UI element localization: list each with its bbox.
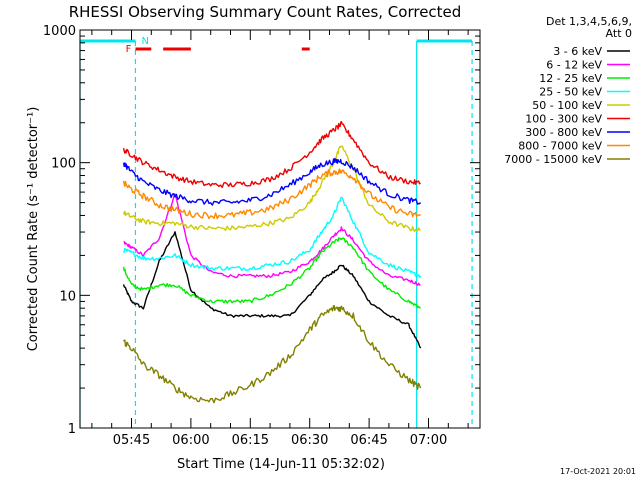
series-line — [122, 196, 422, 279]
x-axis-label: Start Time (14-Jun-11 05:32:02) — [177, 457, 385, 472]
legend-label: 25 - 50 keV — [539, 86, 602, 99]
detector-info-line-2: Att 0 — [606, 27, 632, 40]
y-tick-label: 1 — [68, 422, 76, 437]
legend-label: 7000 - 15000 keV — [504, 153, 602, 166]
detector-info-line-1: Det 1,3,4,5,6,9, — [546, 15, 632, 28]
legend-label: 50 - 100 keV — [532, 99, 602, 112]
axes: 1 10 100 1000 05:45 06:00 06:15 06:30 06:45 07:00 — [43, 24, 481, 448]
legend-label: 100 - 300 keV — [525, 113, 602, 126]
legend-label: 800 - 7000 keV — [518, 140, 602, 153]
flare-flag-label: F — [126, 44, 132, 55]
series-line — [122, 231, 422, 349]
legend-label: 3 - 6 keV — [553, 45, 602, 58]
series-line — [122, 145, 421, 232]
legend-label: 6 - 12 keV — [546, 59, 602, 72]
chart-title: RHESSI Observing Summary Count Rates, Co… — [69, 3, 462, 21]
series-line — [122, 120, 421, 189]
x-tick-label: 06:30 — [291, 433, 328, 448]
y-tick-label: 10 — [59, 289, 76, 304]
series-line — [122, 304, 422, 404]
series-line — [122, 157, 422, 206]
legend-label: 300 - 800 keV — [525, 126, 602, 139]
x-tick-label: 06:15 — [232, 433, 269, 448]
series-line — [122, 168, 422, 220]
x-tick-label: 06:45 — [350, 433, 387, 448]
x-tick-label: 05:45 — [113, 433, 150, 448]
x-tick-label: 06:00 — [172, 433, 209, 448]
series-line — [123, 193, 421, 286]
y-tick-label: 100 — [51, 157, 76, 172]
series-line — [122, 237, 421, 309]
night-flag-label: N — [141, 36, 148, 47]
y-axis-label: Corrected Count Rate (s⁻¹ detector⁻¹) — [26, 107, 41, 352]
x-tick-label: 07:00 — [410, 433, 447, 448]
series-lines — [122, 120, 422, 404]
footer-date: 17-Oct-2021 20:01 — [560, 467, 636, 476]
plot-frame — [79, 29, 481, 429]
legend-label: 12 - 25 keV — [539, 72, 602, 85]
y-tick-label: 1000 — [43, 24, 76, 39]
flare-markers: F — [126, 44, 310, 55]
